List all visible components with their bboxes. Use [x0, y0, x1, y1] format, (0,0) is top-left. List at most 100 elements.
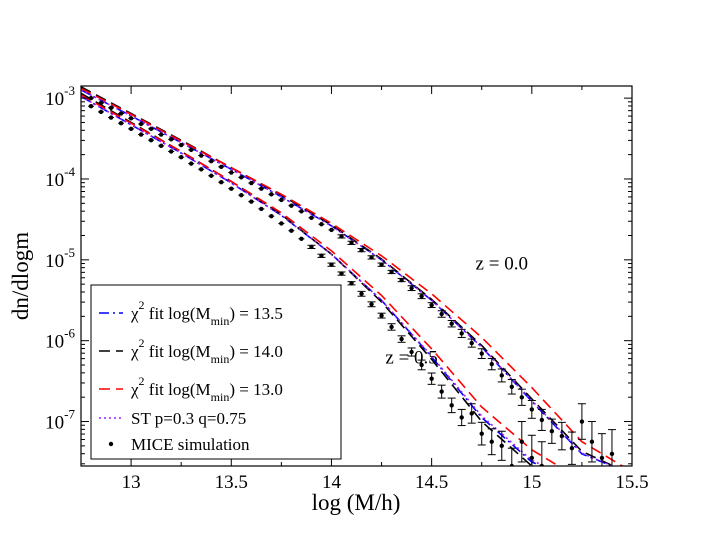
data-point [188, 147, 195, 153]
data-point [278, 221, 285, 226]
x-tick-label: 14.5 [415, 472, 448, 493]
data-point [467, 338, 476, 348]
data-point [148, 137, 155, 143]
svg-text:χ2 fit log(Mmin) = 14.0: χ2 fit log(Mmin) = 14.0 [130, 336, 283, 366]
data-point [377, 312, 386, 319]
data-point [138, 121, 145, 127]
data-point [98, 109, 105, 115]
data-point [347, 281, 356, 286]
data-point [357, 247, 366, 253]
data-point [208, 158, 215, 164]
x-tick-label: 13.5 [215, 472, 248, 493]
x-axis-title: log (M/h) [312, 490, 401, 515]
data-point [148, 126, 155, 132]
data-point [278, 197, 285, 203]
svg-text:MICE simulation: MICE simulation [131, 435, 250, 454]
data-point [477, 348, 486, 359]
data-point [367, 255, 376, 260]
y-tick-label: 10-7 [45, 407, 75, 434]
data-point [537, 408, 546, 431]
data-point [158, 143, 165, 149]
data-point [208, 173, 215, 178]
data-point [497, 430, 506, 461]
data-point [487, 357, 496, 371]
data-point [517, 421, 526, 463]
data-point [527, 434, 536, 466]
annotation-layer: z = 0.0 z = 0.5 [385, 254, 528, 369]
data-point [567, 431, 576, 465]
plot-frame [80, 85, 633, 467]
redshift-label: z = 0.5 [385, 347, 437, 368]
svg-text:χ2 fit log(Mmin) = 13.5: χ2 fit log(Mmin) = 13.5 [130, 298, 283, 328]
data-point [138, 132, 145, 137]
data-point [288, 228, 295, 233]
legend-box [90, 284, 342, 460]
data-point [407, 347, 416, 357]
y-tick-label: 10-4 [45, 164, 75, 191]
data-point [268, 213, 275, 219]
series-line [81, 95, 547, 466]
data-point [547, 418, 556, 444]
x-tick-label: 15.5 [615, 472, 648, 493]
data-point [298, 209, 305, 214]
data-point [517, 388, 526, 406]
data-point [238, 192, 245, 198]
svg-text:ST p=0.3 q=0.75: ST p=0.3 q=0.75 [131, 409, 246, 428]
data-point [238, 175, 245, 180]
data-point [198, 153, 205, 158]
data-point [228, 170, 235, 175]
data-point [218, 164, 225, 170]
data-point [347, 240, 356, 246]
redshift-label: z = 0.0 [476, 254, 528, 275]
data-point [577, 403, 586, 440]
data-point [597, 433, 606, 466]
data-point [288, 203, 295, 208]
data-point [318, 222, 325, 227]
data-point [308, 215, 315, 220]
legend-item: MICE simulation [108, 435, 250, 454]
y-axis-title: dn/dlogm [8, 232, 33, 320]
axes-layer: 13 13.5 14 14.5 15 15.5 10-3 10-4 10-5 10-6 10-7 [45, 83, 648, 493]
data-point [268, 192, 275, 197]
legend-item: ST p=0.3 q=0.75 [99, 409, 246, 428]
data-point [447, 397, 456, 414]
data-point [437, 384, 446, 399]
data-point [417, 293, 426, 300]
data-point [118, 120, 125, 126]
data-point [128, 116, 135, 121]
data-point [477, 421, 486, 446]
data-point [387, 323, 396, 331]
data-point [417, 359, 426, 371]
data-point [108, 105, 115, 111]
data-point [178, 142, 185, 148]
data-point [527, 400, 536, 419]
data-point [248, 180, 255, 186]
data-point [188, 161, 195, 166]
data-point [198, 167, 205, 172]
data-point [298, 236, 305, 242]
data-point [457, 328, 466, 338]
data-point [98, 100, 105, 106]
data-point [328, 227, 335, 233]
x-tick-label: 14 [322, 472, 342, 493]
data-point [407, 285, 416, 292]
data-point [248, 199, 255, 204]
data-point [377, 262, 386, 267]
x-tick-label: 15 [522, 472, 541, 493]
legend-item: χ2 fit log(Mmin) = 13.0 [99, 374, 283, 404]
data-point [228, 186, 235, 191]
data-point [168, 149, 175, 154]
y-tick-label: 10-3 [45, 83, 75, 110]
data-point [128, 126, 135, 132]
series-line [81, 94, 561, 466]
data-point [607, 429, 616, 466]
data-point [427, 372, 436, 385]
data-point [467, 403, 476, 424]
series-layer [81, 86, 625, 466]
data-point [168, 137, 175, 142]
svg-text:χ2 fit log(Mmin) = 13.0: χ2 fit log(Mmin) = 13.0 [130, 374, 283, 404]
data-point [178, 154, 185, 160]
data-point [457, 408, 466, 427]
data-point [397, 277, 406, 283]
data-point [317, 253, 326, 258]
